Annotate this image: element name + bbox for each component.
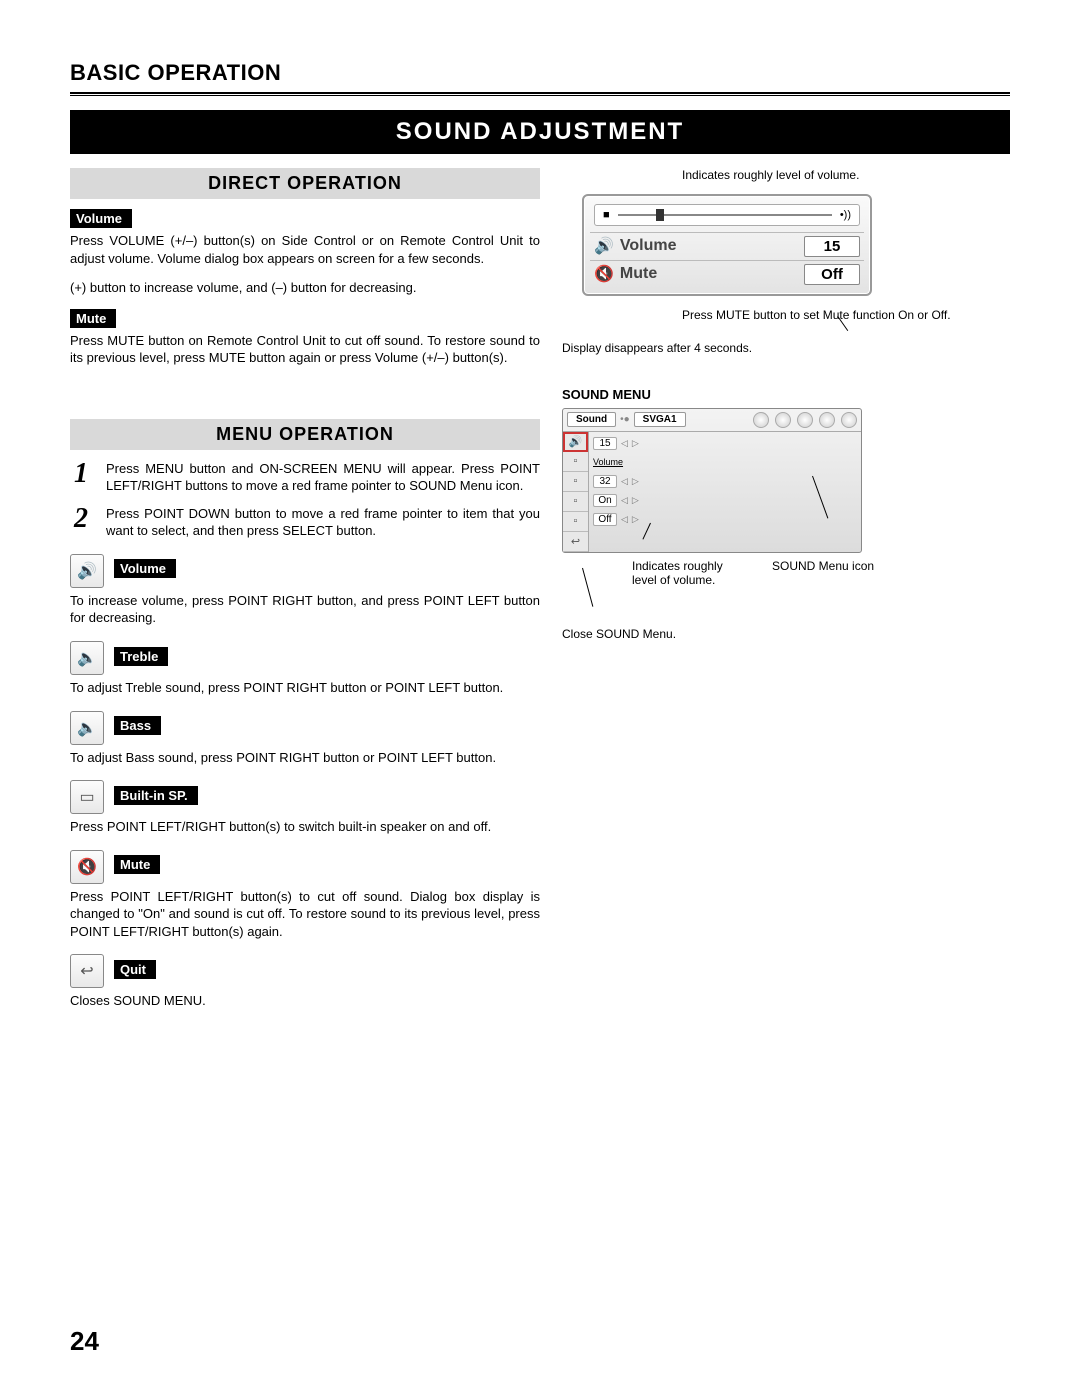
treble-icon: 🔈	[70, 641, 104, 675]
menu-bass-tag: Bass	[114, 716, 161, 735]
page-title-bar: SOUND ADJUSTMENT	[70, 110, 1010, 154]
osd-row-val: 15	[593, 437, 617, 450]
volume-value: 15	[804, 236, 860, 257]
quit-icon: ↩	[70, 954, 104, 988]
volume-text-2: (+) button to increase volume, and (–) b…	[70, 279, 540, 297]
menu-treble-text: To adjust Treble sound, press POINT RIGH…	[70, 679, 540, 697]
note-level: Indicates roughly level of volume.	[682, 168, 1010, 184]
osd-panel: Sound •⁠● SVGA1 🔊 ▫ ▫	[562, 408, 862, 553]
mute-value: Off	[804, 264, 860, 285]
osd-note-level: Indicates roughly level of volume.	[632, 559, 742, 587]
osd-row-label: Volume	[593, 457, 623, 467]
volume-dialog: ■ •)) 🔊 Volume 15 🔇 Mute Off	[582, 194, 872, 296]
note-mute: Press MUTE button to set Mute function O…	[682, 308, 1010, 324]
menu-quit-tag: Quit	[114, 960, 156, 979]
step-1: 1 Press MENU button and ON-SCREEN MENU w…	[70, 460, 540, 495]
header-rule	[70, 92, 1010, 96]
osd-left-volume-icon[interactable]: 🔊	[563, 432, 588, 452]
menu-sp-tag: Built-in SP.	[114, 786, 198, 805]
mute-text: Press MUTE button on Remote Control Unit…	[70, 332, 540, 367]
volume-row-label: Volume	[620, 237, 677, 255]
slider-thumb[interactable]	[656, 209, 664, 221]
osd-top-icon[interactable]	[797, 412, 813, 428]
direct-operation-heading: DIRECT OPERATION	[70, 168, 540, 199]
page-number: 24	[70, 1326, 99, 1357]
osd-row-val: 32	[593, 475, 617, 488]
builtin-sp-icon: ▭	[70, 780, 104, 814]
section-header: BASIC OPERATION	[70, 60, 1010, 86]
osd-top-icon[interactable]	[753, 412, 769, 428]
mute-row-label: Mute	[620, 265, 657, 283]
menu-bass-text: To adjust Bass sound, press POINT RIGHT …	[70, 749, 540, 767]
step-2: 2 Press POINT DOWN button to move a red …	[70, 505, 540, 540]
osd-top-icon[interactable]	[775, 412, 791, 428]
menu-mute-text: Press POINT LEFT/RIGHT button(s) to cut …	[70, 888, 540, 941]
mute-row-icon: 🔇	[594, 264, 614, 284]
osd-row-val: On	[593, 494, 617, 507]
menu-operation-heading: MENU OPERATION	[70, 419, 540, 450]
step-2-text: Press POINT DOWN button to move a red fr…	[106, 505, 540, 540]
volume-slider[interactable]: ■ •))	[594, 204, 860, 226]
osd-note-icon: SOUND Menu icon	[772, 559, 874, 587]
menu-quit-text: Closes SOUND MENU.	[70, 992, 540, 1010]
menu-treble-tag: Treble	[114, 647, 168, 666]
osd-left-icon[interactable]: ▫	[563, 492, 588, 512]
menu-mute-tag: Mute	[114, 855, 160, 874]
osd-left-icon[interactable]: ▫	[563, 452, 588, 472]
menu-volume-tag: Volume	[114, 559, 176, 578]
note-disappear: Display disappears after 4 seconds.	[562, 341, 1010, 357]
osd-left-icon[interactable]: ▫	[563, 472, 588, 492]
osd-top-icon[interactable]	[819, 412, 835, 428]
speaker-low-icon: ■	[603, 209, 610, 221]
volume-tag: Volume	[70, 209, 132, 228]
step-number-2: 2	[70, 505, 92, 540]
osd-chip-sound: Sound	[567, 412, 616, 427]
mute-tag: Mute	[70, 309, 116, 328]
volume-text-1: Press VOLUME (+/–) button(s) on Side Con…	[70, 232, 540, 267]
step-number-1: 1	[70, 460, 92, 495]
sound-menu-title: SOUND MENU	[562, 387, 1010, 402]
volume-icon: 🔊	[70, 554, 104, 588]
osd-close-note: Close SOUND Menu.	[562, 627, 1010, 641]
mute-icon: 🔇	[70, 850, 104, 884]
osd-left-icon[interactable]: ▫	[563, 512, 588, 532]
volume-row-icon: 🔊	[594, 236, 614, 256]
osd-left-quit-icon[interactable]: ↩	[563, 532, 588, 552]
osd-chip-svga: SVGA1	[634, 412, 686, 427]
speaker-high-icon: •))	[840, 209, 851, 221]
osd-top-icon[interactable]	[841, 412, 857, 428]
bass-icon: 🔈	[70, 711, 104, 745]
osd-row-val: Off	[593, 513, 617, 526]
menu-volume-text: To increase volume, press POINT RIGHT bu…	[70, 592, 540, 627]
menu-sp-text: Press POINT LEFT/RIGHT button(s) to swit…	[70, 818, 540, 836]
step-1-text: Press MENU button and ON-SCREEN MENU wil…	[106, 460, 540, 495]
